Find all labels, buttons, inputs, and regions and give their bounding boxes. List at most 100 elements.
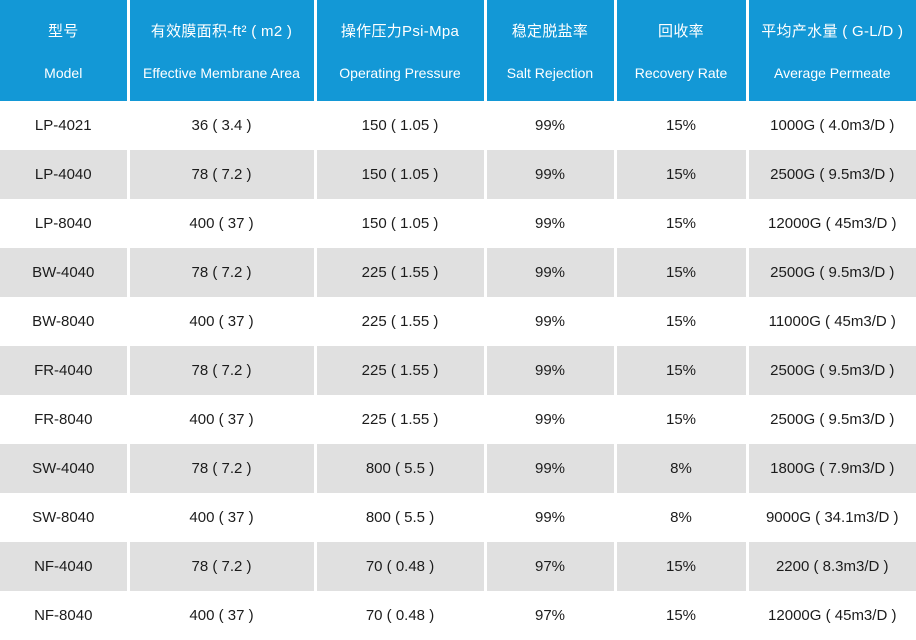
cell-membrane-area: 78 ( 7.2 ) [128,346,315,395]
cell-membrane-area: 400 ( 37 ) [128,395,315,444]
cell-model: LP-4040 [0,150,128,199]
cell-recovery-rate: 8% [615,444,747,493]
table-header: 型号 Model 有效膜面积-ft² ( m2 ) Effective Memb… [0,0,916,101]
header-row: 型号 Model 有效膜面积-ft² ( m2 ) Effective Memb… [0,0,916,101]
header-average-permeate-zh: 平均产水量 ( G-L/D ) [761,20,903,41]
cell-average-permeate: 2500G ( 9.5m3/D ) [747,150,916,199]
cell-average-permeate: 12000G ( 45m3/D ) [747,199,916,248]
header-cell-recovery-rate: 回收率 Recovery Rate [615,0,747,101]
cell-average-permeate: 2500G ( 9.5m3/D ) [747,395,916,444]
cell-recovery-rate: 15% [615,591,747,640]
cell-model: FR-8040 [0,395,128,444]
cell-operating-pressure: 225 ( 1.55 ) [315,346,485,395]
cell-operating-pressure: 225 ( 1.55 ) [315,297,485,346]
cell-recovery-rate: 8% [615,493,747,542]
cell-membrane-area: 78 ( 7.2 ) [128,150,315,199]
cell-recovery-rate: 15% [615,101,747,150]
cell-membrane-area: 400 ( 37 ) [128,493,315,542]
header-operating-pressure-zh: 操作压力Psi-Mpa [341,20,459,41]
cell-operating-pressure: 150 ( 1.05 ) [315,199,485,248]
header-cell-inner: 回收率 Recovery Rate [617,0,746,101]
cell-membrane-area: 36 ( 3.4 ) [128,101,315,150]
cell-average-permeate: 1000G ( 4.0m3/D ) [747,101,916,150]
header-cell-membrane-area: 有效膜面积-ft² ( m2 ) Effective Membrane Area [128,0,315,101]
cell-salt-rejection: 99% [485,444,615,493]
cell-average-permeate: 12000G ( 45m3/D ) [747,591,916,640]
header-cell-inner: 有效膜面积-ft² ( m2 ) Effective Membrane Area [130,0,314,101]
cell-salt-rejection: 97% [485,591,615,640]
cell-average-permeate: 9000G ( 34.1m3/D ) [747,493,916,542]
cell-operating-pressure: 800 ( 5.5 ) [315,493,485,542]
cell-average-permeate: 2500G ( 9.5m3/D ) [747,248,916,297]
cell-membrane-area: 78 ( 7.2 ) [128,248,315,297]
cell-salt-rejection: 99% [485,297,615,346]
cell-recovery-rate: 15% [615,542,747,591]
header-salt-rejection-zh: 稳定脱盐率 [512,20,589,41]
header-recovery-rate-en: Recovery Rate [635,65,728,81]
header-cell-average-permeate: 平均产水量 ( G-L/D ) Average Permeate [747,0,916,101]
cell-salt-rejection: 99% [485,395,615,444]
cell-salt-rejection: 99% [485,199,615,248]
header-cell-inner: 平均产水量 ( G-L/D ) Average Permeate [749,0,916,101]
header-cell-model: 型号 Model [0,0,128,101]
cell-model: BW-8040 [0,297,128,346]
header-cell-inner: 稳定脱盐率 Salt Rejection [487,0,614,101]
cell-average-permeate: 2500G ( 9.5m3/D ) [747,346,916,395]
header-cell-inner: 型号 Model [0,0,127,101]
cell-recovery-rate: 15% [615,297,747,346]
cell-salt-rejection: 97% [485,542,615,591]
cell-salt-rejection: 99% [485,493,615,542]
header-cell-operating-pressure: 操作压力Psi-Mpa Operating Pressure [315,0,485,101]
cell-operating-pressure: 225 ( 1.55 ) [315,248,485,297]
cell-recovery-rate: 15% [615,150,747,199]
cell-salt-rejection: 99% [485,101,615,150]
cell-recovery-rate: 15% [615,346,747,395]
cell-model: SW-8040 [0,493,128,542]
header-average-permeate-en: Average Permeate [774,65,890,81]
cell-operating-pressure: 150 ( 1.05 ) [315,101,485,150]
header-membrane-area-en: Effective Membrane Area [143,65,300,81]
cell-model: BW-4040 [0,248,128,297]
cell-operating-pressure: 150 ( 1.05 ) [315,150,485,199]
cell-model: SW-4040 [0,444,128,493]
cell-membrane-area: 400 ( 37 ) [128,199,315,248]
cell-model: NF-4040 [0,542,128,591]
cell-model: NF-8040 [0,591,128,640]
header-salt-rejection-en: Salt Rejection [507,65,593,81]
header-recovery-rate-zh: 回收率 [658,20,704,41]
cell-membrane-area: 78 ( 7.2 ) [128,444,315,493]
cell-operating-pressure: 800 ( 5.5 ) [315,444,485,493]
header-membrane-area-zh: 有效膜面积-ft² ( m2 ) [151,20,292,41]
cell-model: LP-8040 [0,199,128,248]
cell-membrane-area: 400 ( 37 ) [128,297,315,346]
cell-average-permeate: 2200 ( 8.3m3/D ) [747,542,916,591]
cell-recovery-rate: 15% [615,248,747,297]
cell-model: LP-4021 [0,101,128,150]
cell-operating-pressure: 70 ( 0.48 ) [315,542,485,591]
cell-operating-pressure: 225 ( 1.55 ) [315,395,485,444]
cell-model: FR-4040 [0,346,128,395]
cell-recovery-rate: 15% [615,395,747,444]
cell-average-permeate: 1800G ( 7.9m3/D ) [747,444,916,493]
header-cell-inner: 操作压力Psi-Mpa Operating Pressure [317,0,484,101]
cell-recovery-rate: 15% [615,199,747,248]
cell-average-permeate: 11000G ( 45m3/D ) [747,297,916,346]
cell-operating-pressure: 70 ( 0.48 ) [315,591,485,640]
cell-membrane-area: 78 ( 7.2 ) [128,542,315,591]
cell-salt-rejection: 99% [485,248,615,297]
header-model-zh: 型号 [48,20,79,41]
header-model-en: Model [44,65,82,81]
